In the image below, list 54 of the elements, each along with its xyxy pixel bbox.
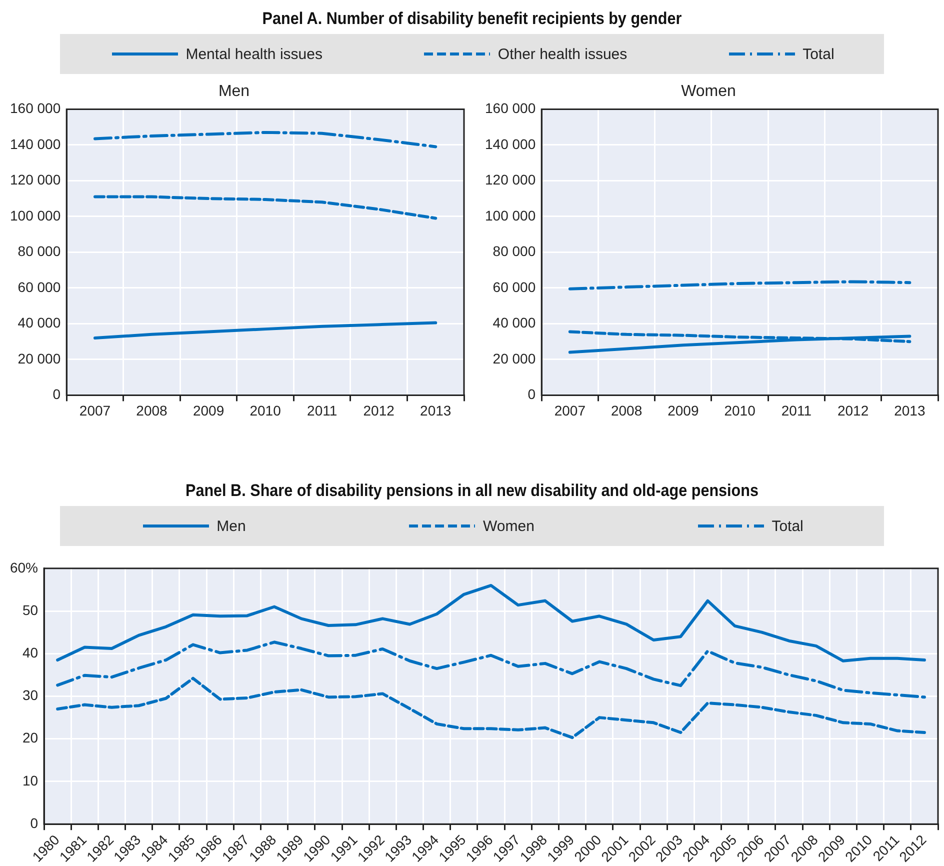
y-tick-label: 60% bbox=[10, 559, 38, 576]
x-tick-label: 2012 bbox=[837, 402, 869, 418]
y-tick-label: 80 000 bbox=[492, 243, 536, 260]
x-tick-label: 2012 bbox=[363, 402, 395, 418]
line-series bbox=[568, 280, 912, 290]
line-series bbox=[56, 640, 926, 699]
legend-label: Other health issues bbox=[498, 46, 628, 62]
y-tick-label: 40 000 bbox=[492, 314, 536, 331]
x-tick-label: 2009 bbox=[192, 402, 224, 418]
x-tick-label: 2010 bbox=[724, 402, 756, 418]
x-tick-label: 2007 bbox=[79, 402, 111, 418]
y-tick-label: 50 bbox=[22, 602, 38, 618]
y-tick-label: 20 000 bbox=[492, 350, 536, 366]
y-tick-label: 140 000 bbox=[484, 136, 536, 152]
y-tick-label: 100 000 bbox=[484, 207, 536, 224]
y-tick-label: 60 000 bbox=[18, 278, 61, 295]
chart-title: Panel A. Number of disability benefit recipients by gender bbox=[261, 8, 683, 30]
y-tick-label: 0 bbox=[30, 814, 38, 831]
x-tick-label: 2009 bbox=[668, 402, 699, 418]
y-tick-label: 40 bbox=[22, 644, 38, 660]
y-tick-label: 0 bbox=[528, 386, 536, 402]
y-tick-label: 140 000 bbox=[10, 136, 61, 152]
legend-label: Men bbox=[216, 518, 246, 534]
y-tick-label: 120 000 bbox=[484, 172, 536, 188]
line-series bbox=[93, 130, 438, 148]
x-tick-label: 2013 bbox=[420, 402, 452, 418]
chart-title: Panel B. Share of disability pensions in all new disability and old-age pensions bbox=[184, 480, 760, 502]
legend-label: Total bbox=[772, 518, 804, 534]
y-tick-label: 120 000 bbox=[10, 172, 61, 188]
chart-subtitle: Women bbox=[681, 83, 736, 100]
y-tick-label: 160 000 bbox=[484, 100, 536, 116]
line-series bbox=[56, 676, 926, 740]
line-series bbox=[93, 195, 438, 220]
x-tick-label: 2010 bbox=[250, 402, 282, 418]
y-tick-label: 40 000 bbox=[18, 314, 61, 331]
legend-label: Mental health issues bbox=[186, 46, 322, 62]
y-tick-label: 80 000 bbox=[18, 243, 61, 260]
x-tick-label: 2007 bbox=[554, 402, 586, 418]
x-tick-label: 2008 bbox=[610, 402, 642, 418]
x-tick-label: 2011 bbox=[307, 402, 338, 418]
legend-label: Women bbox=[483, 518, 534, 534]
chart-subtitle: Men bbox=[218, 83, 250, 100]
y-tick-label: 20 000 bbox=[18, 350, 61, 366]
y-tick-label: 10 bbox=[22, 772, 38, 788]
y-tick-label: 160 000 bbox=[10, 100, 61, 116]
legend-label: Total bbox=[802, 46, 834, 62]
x-tick-label: 2011 bbox=[781, 402, 812, 418]
y-tick-label: 100 000 bbox=[10, 207, 61, 224]
x-tick-label: 2008 bbox=[136, 402, 168, 418]
y-tick-label: 60 000 bbox=[492, 278, 536, 295]
x-tick-label: 2013 bbox=[894, 402, 926, 418]
y-tick-label: 20 bbox=[22, 730, 38, 746]
y-tick-label: 30 bbox=[22, 687, 38, 704]
y-tick-label: 0 bbox=[52, 386, 61, 402]
